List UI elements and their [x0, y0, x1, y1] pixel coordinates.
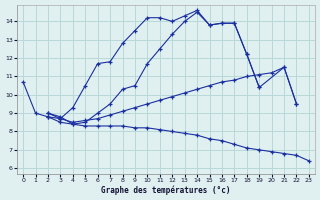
X-axis label: Graphe des températures (°c): Graphe des températures (°c)	[101, 186, 231, 195]
